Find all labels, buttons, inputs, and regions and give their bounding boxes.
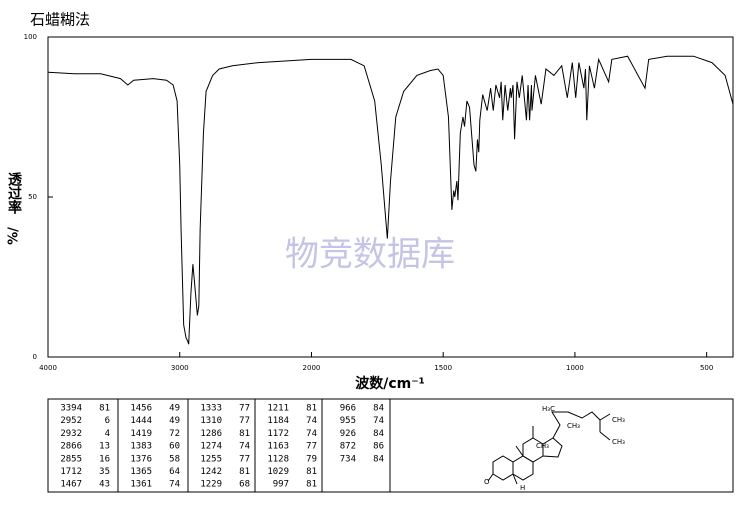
peak-wavenumber: 872 xyxy=(340,442,356,452)
peak-transmittance: 6 xyxy=(105,416,110,426)
peak-wavenumber: 1172 xyxy=(267,429,289,439)
peak-transmittance: 81 xyxy=(99,404,110,414)
peak-wavenumber: 1456 xyxy=(130,404,152,414)
peak-wavenumber: 1242 xyxy=(200,467,222,477)
structure-label: CH₃ xyxy=(536,442,549,450)
peak-wavenumber: 1419 xyxy=(130,429,152,439)
peak-transmittance: 77 xyxy=(239,454,250,464)
peak-wavenumber: 966 xyxy=(340,404,356,414)
peak-wavenumber: 1365 xyxy=(130,467,152,477)
peak-transmittance: 72 xyxy=(169,429,180,439)
structure-label: CH₃ xyxy=(567,422,580,430)
x-tick-label: 500 xyxy=(700,364,713,372)
structure-label: CH₃ xyxy=(612,438,625,446)
peak-wavenumber: 3394 xyxy=(60,404,82,414)
peak-transmittance: 58 xyxy=(169,454,180,464)
peak-wavenumber: 1712 xyxy=(60,467,82,477)
peak-transmittance: 35 xyxy=(99,467,110,477)
peak-wavenumber: 1361 xyxy=(130,480,152,490)
peak-transmittance: 84 xyxy=(373,454,384,464)
peak-wavenumber: 1128 xyxy=(267,454,289,464)
peak-wavenumber: 1229 xyxy=(200,480,222,490)
peak-transmittance: 49 xyxy=(169,404,180,414)
peak-transmittance: 81 xyxy=(239,429,250,439)
peak-transmittance: 13 xyxy=(99,442,110,452)
peak-wavenumber: 926 xyxy=(340,429,356,439)
y-axis-label: 透过率 xyxy=(6,172,22,215)
peak-wavenumber: 1286 xyxy=(200,429,222,439)
peak-wavenumber: 1163 xyxy=(267,442,289,452)
peak-transmittance: 74 xyxy=(306,429,317,439)
peak-wavenumber: 2952 xyxy=(60,416,82,426)
peak-transmittance: 16 xyxy=(99,454,110,464)
x-tick-label: 2000 xyxy=(303,364,321,372)
x-tick-label: 1000 xyxy=(566,364,584,372)
peak-transmittance: 86 xyxy=(373,442,384,452)
peak-wavenumber: 1274 xyxy=(200,442,222,452)
peak-wavenumber: 997 xyxy=(273,480,289,490)
peak-transmittance: 79 xyxy=(306,454,317,464)
peak-transmittance: 64 xyxy=(169,467,180,477)
spectrum-line xyxy=(47,55,734,345)
peak-wavenumber: 1333 xyxy=(200,404,222,414)
peak-wavenumber: 734 xyxy=(340,454,356,464)
peak-transmittance: 81 xyxy=(239,467,250,477)
x-tick-label: 4000 xyxy=(39,364,57,372)
y-tick-label: 0 xyxy=(33,353,37,361)
peak-wavenumber: 1444 xyxy=(130,416,152,426)
y-tick-label: 100 xyxy=(24,33,37,41)
peak-transmittance: 74 xyxy=(373,416,384,426)
x-axis-label: 波数/cm⁻¹ xyxy=(355,375,425,392)
peak-transmittance: 74 xyxy=(306,416,317,426)
peak-wavenumber: 955 xyxy=(340,416,356,426)
peak-transmittance: 77 xyxy=(239,416,250,426)
x-tick-label: 3000 xyxy=(171,364,189,372)
peak-transmittance: 81 xyxy=(306,404,317,414)
peak-transmittance: 49 xyxy=(169,416,180,426)
peak-transmittance: 77 xyxy=(306,442,317,452)
peak-wavenumber: 2866 xyxy=(60,442,82,452)
structure-label: CH₃ xyxy=(612,416,625,424)
peak-wavenumber: 1184 xyxy=(267,416,289,426)
peak-wavenumber: 1310 xyxy=(200,416,222,426)
structure-label: H₃C xyxy=(542,405,555,413)
peak-wavenumber: 1467 xyxy=(60,480,82,490)
peak-transmittance: 68 xyxy=(239,480,250,490)
peak-transmittance: 74 xyxy=(239,442,250,452)
peak-wavenumber: 1383 xyxy=(130,442,152,452)
chart-title: 石蜡糊法 xyxy=(30,11,90,29)
watermark: 物竞数据库 xyxy=(285,235,455,275)
peak-transmittance: 77 xyxy=(239,404,250,414)
structure-label: H xyxy=(520,484,525,492)
peak-transmittance: 84 xyxy=(373,404,384,414)
y-tick-label: 50 xyxy=(28,193,37,201)
peak-transmittance: 60 xyxy=(169,442,180,452)
peak-transmittance: 4 xyxy=(105,429,110,439)
peak-transmittance: 81 xyxy=(306,467,317,477)
peak-wavenumber: 2855 xyxy=(60,454,82,464)
peak-wavenumber: 2932 xyxy=(60,429,82,439)
peak-transmittance: 74 xyxy=(169,480,180,490)
peak-wavenumber: 1255 xyxy=(200,454,222,464)
peak-wavenumber: 1211 xyxy=(267,404,289,414)
structure xyxy=(487,411,611,485)
x-tick-label: 1500 xyxy=(434,364,452,372)
peak-wavenumber: 1376 xyxy=(130,454,152,464)
peak-transmittance: 81 xyxy=(306,480,317,490)
peak-transmittance: 43 xyxy=(99,480,110,490)
peak-transmittance: 84 xyxy=(373,429,384,439)
structure-label: O xyxy=(484,478,490,486)
peak-wavenumber: 1029 xyxy=(267,467,289,477)
y-axis-unit: %/ xyxy=(7,227,22,245)
